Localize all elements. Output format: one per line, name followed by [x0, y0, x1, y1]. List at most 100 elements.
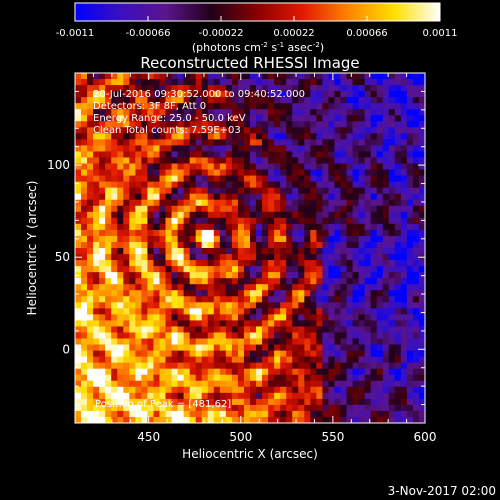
heatmap-cell	[165, 392, 172, 400]
heatmap-cell	[268, 356, 275, 364]
heatmap-cell	[219, 205, 227, 213]
heatmap-cell	[256, 223, 263, 231]
heatmap-cell	[147, 139, 154, 146]
heatmap-cell	[406, 254, 414, 261]
heatmap-cell	[201, 157, 209, 164]
heatmap-cell	[274, 163, 281, 170]
heatmap-cell	[243, 103, 251, 110]
heatmap-cell	[99, 157, 106, 164]
heatmap-cell	[376, 121, 384, 128]
heatmap-cell	[256, 296, 263, 303]
heatmap-cell	[189, 416, 197, 423]
heatmap-cell	[117, 374, 124, 382]
heatmap-cell	[280, 290, 287, 297]
heatmap-cell	[364, 278, 372, 285]
heatmap-cell	[141, 211, 148, 219]
heatmap-cell	[346, 266, 353, 273]
heatmap-cell	[286, 296, 293, 303]
heatmap-cell	[340, 241, 347, 249]
heatmap-cell	[340, 368, 347, 376]
heatmap-cell	[189, 175, 197, 183]
heatmap-cell	[340, 314, 347, 321]
heatmap-cell	[292, 362, 299, 370]
heatmap-cell	[105, 296, 112, 303]
heatmap-cell	[274, 260, 281, 267]
heatmap-cell	[358, 338, 366, 345]
heatmap-cell	[135, 296, 142, 303]
heatmap-cell	[141, 362, 148, 370]
heatmap-cell	[412, 290, 420, 297]
heatmap-cell	[141, 115, 148, 122]
heatmap-cell	[231, 73, 239, 80]
heatmap-cell	[213, 344, 221, 351]
heatmap-cell	[87, 109, 94, 116]
heatmap-cell	[231, 241, 239, 249]
heatmap-cell	[117, 356, 124, 364]
annotation-line: Energy Range: 25.0 - 50.0 keV	[93, 113, 246, 124]
heatmap-cell	[358, 380, 366, 388]
heatmap-cell	[280, 338, 287, 345]
heatmap-cell	[310, 272, 317, 279]
heatmap-cell	[135, 254, 142, 261]
heatmap-cell	[195, 223, 203, 231]
heatmap-cell	[117, 91, 124, 98]
heatmap-cell	[159, 169, 166, 176]
heatmap-cell	[316, 350, 323, 358]
heatmap-cell	[280, 139, 287, 146]
heatmap-cell	[213, 260, 221, 267]
heatmap-cell	[268, 121, 275, 128]
heatmap-cell	[81, 362, 88, 370]
heatmap-cell	[153, 314, 160, 321]
heatmap-cell	[310, 350, 317, 358]
heatmap-cell	[105, 109, 112, 116]
heatmap-cell	[322, 139, 329, 146]
heatmap-cell	[189, 290, 197, 297]
heatmap-cell	[87, 205, 94, 213]
heatmap-cell	[99, 410, 106, 418]
heatmap-cell	[243, 133, 251, 140]
heatmap-cell	[298, 181, 305, 189]
heatmap-cell	[340, 248, 347, 255]
heatmap-cell	[358, 187, 366, 195]
heatmap-cell	[304, 350, 311, 358]
heatmap-cell	[237, 109, 245, 116]
heatmap-cell	[394, 73, 402, 80]
heatmap-cell	[213, 151, 221, 158]
heatmap-cell	[147, 97, 154, 104]
heatmap-cell	[280, 362, 287, 370]
heatmap-cell	[406, 356, 414, 364]
heatmap-cell	[364, 416, 372, 423]
heatmap-cell	[268, 187, 275, 195]
heatmap-cell	[189, 332, 197, 339]
heatmap-cell	[286, 302, 293, 309]
heatmap-cell	[298, 163, 305, 170]
heatmap-cell	[412, 362, 420, 370]
heatmap-cell	[135, 97, 142, 104]
heatmap-cell	[364, 163, 372, 170]
heatmap-cell	[207, 79, 215, 86]
heatmap-cell	[382, 302, 390, 309]
heatmap-cell	[207, 380, 215, 388]
heatmap-cell	[406, 290, 414, 297]
heatmap-cell	[412, 308, 420, 315]
heatmap-cell	[418, 151, 425, 158]
heatmap-cell	[183, 254, 191, 261]
heatmap-cell	[195, 362, 203, 370]
heatmap-cell	[412, 73, 420, 80]
heatmap-cell	[195, 193, 203, 201]
heatmap-cell	[340, 278, 347, 285]
heatmap-cell	[370, 386, 378, 394]
heatmap-cell	[364, 157, 372, 164]
heatmap-cell	[207, 157, 215, 164]
heatmap-cell	[87, 133, 94, 140]
heatmap-cell	[340, 133, 347, 140]
heatmap-cell	[412, 139, 420, 146]
heatmap-cell	[105, 181, 112, 189]
heatmap-cell	[340, 398, 347, 406]
heatmap-cell	[165, 175, 172, 183]
heatmap-cell	[75, 187, 82, 195]
heatmap-cell	[304, 73, 311, 80]
heatmap-cell	[129, 392, 136, 400]
heatmap-cell	[147, 260, 154, 267]
heatmap-cell	[256, 302, 263, 309]
